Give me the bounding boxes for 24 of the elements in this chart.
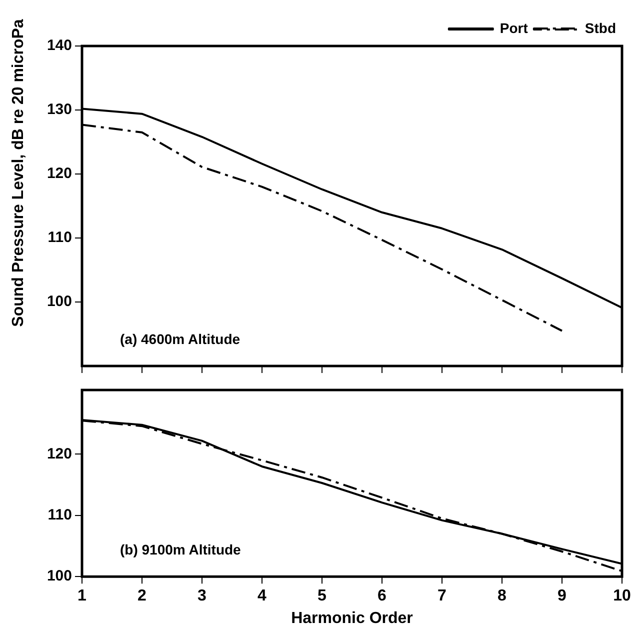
annotation: (b) 9100m Altitude [120,542,242,558]
x-tick-label: 9 [558,588,567,605]
legend-label: Port [500,20,528,36]
annotation: (a) 4600m Altitude [120,331,240,347]
y-tick-label: 110 [48,229,72,246]
y-tick-label: 140 [46,37,72,54]
y-tick-label: 100 [46,293,72,310]
y-tick-label: 130 [46,101,72,118]
y-tick-label: 120 [46,165,72,182]
legend-label: Stbd [584,20,616,36]
x-tick-label: 2 [138,588,147,605]
x-tick-label: 8 [498,588,507,605]
x-tick-label: 3 [198,588,207,605]
x-tick-label: 10 [613,588,631,605]
y-tick-label: 110 [48,506,72,524]
y-tick-label: 120 [46,445,72,462]
y-axis-title: Sound Pressure Level, dB re 20 microPa [10,18,28,329]
x-tick-label: 1 [78,588,87,605]
y-tick-label: 100 [46,568,72,585]
x-tick-label: 6 [378,588,387,605]
x-tick-label: 7 [438,588,447,605]
x-tick-label: 4 [258,588,267,605]
x-tick-label: 5 [318,588,327,605]
x-axis-title: Harmonic Order [291,610,413,627]
